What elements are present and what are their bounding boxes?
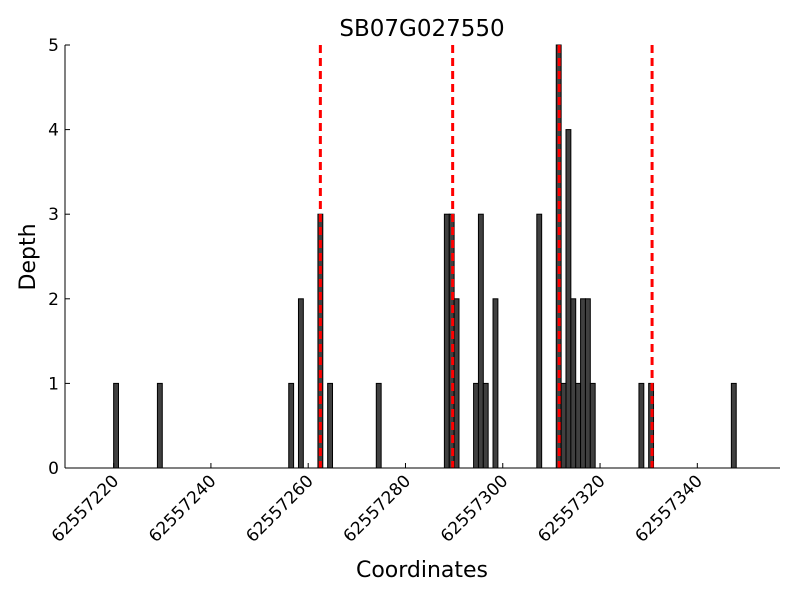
y-axis-label: Depth — [16, 223, 41, 290]
y-tick-label: 1 — [48, 374, 59, 394]
x-tick-label: 62557320 — [534, 471, 609, 546]
bar — [580, 298, 586, 469]
bar — [584, 298, 591, 469]
x-tick-label: 62557220 — [48, 471, 123, 546]
y-tick-label: 0 — [48, 459, 59, 479]
bar — [327, 382, 334, 469]
bar — [482, 382, 489, 469]
bar — [492, 298, 499, 469]
bar — [113, 382, 120, 469]
y-tick-label: 3 — [48, 205, 59, 225]
bar — [443, 213, 450, 469]
bar — [297, 298, 304, 469]
x-tick-label: 62557340 — [632, 471, 707, 546]
x-axis-label: Coordinates — [356, 558, 488, 583]
x-tick-label: 62557280 — [340, 471, 415, 546]
x-tick-label: 62557260 — [242, 471, 317, 546]
chart-title: SB07G027550 — [339, 16, 504, 42]
y-tick-label: 5 — [48, 36, 59, 56]
bar — [570, 298, 577, 469]
bar — [730, 382, 737, 469]
bar — [288, 382, 295, 469]
bar — [575, 382, 582, 469]
bar — [477, 213, 484, 469]
bar — [453, 298, 460, 469]
bar — [565, 129, 572, 469]
bar — [156, 382, 163, 469]
bar — [638, 382, 645, 469]
bar — [375, 382, 382, 469]
y-tick-label: 4 — [48, 121, 59, 141]
x-tick-label: 62557300 — [437, 471, 512, 546]
x-tick-label: 62557240 — [145, 471, 220, 546]
y-tick-label: 2 — [48, 290, 59, 310]
bar — [589, 382, 596, 469]
bar — [473, 382, 479, 469]
bar — [536, 213, 543, 469]
bar — [560, 382, 567, 469]
